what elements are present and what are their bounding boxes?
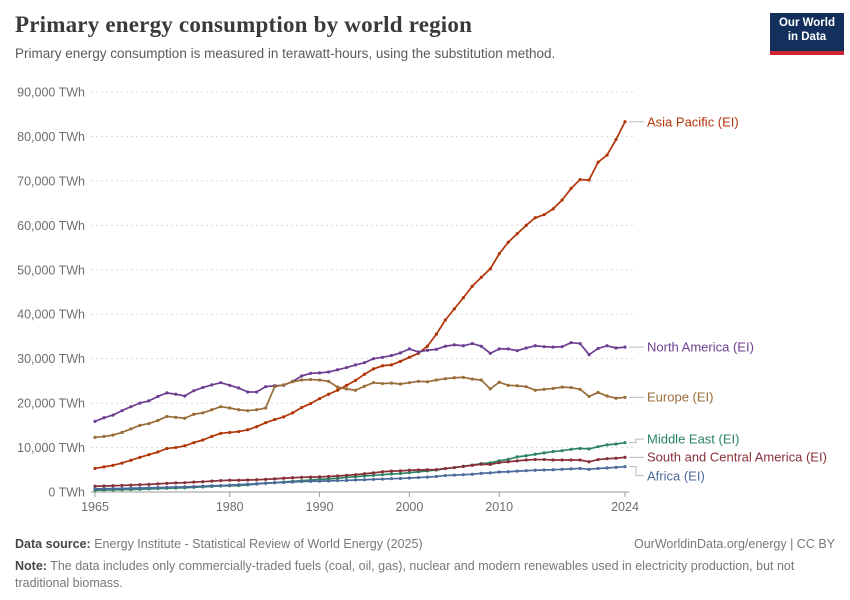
series-label-europe-ei[interactable]: Europe (EI) [647, 389, 714, 405]
chart-note: Note: The data includes only commerciall… [15, 558, 807, 593]
chart-header: Primary energy consumption by world regi… [15, 12, 835, 61]
svg-text:2000: 2000 [396, 500, 424, 514]
svg-text:0 TWh: 0 TWh [48, 486, 85, 500]
note-value: The data includes only commercially-trad… [15, 558, 795, 591]
owid-logo-line1: Our World [778, 17, 835, 29]
data-source-label: Data source: [15, 537, 91, 551]
series-label-middle-east-ei[interactable]: Middle East (EI) [647, 431, 740, 447]
data-source: Data source: Energy Institute - Statisti… [15, 536, 423, 554]
owid-link[interactable]: OurWorldinData.org/energy | CC BY [633, 537, 835, 551]
svg-text:2024: 2024 [611, 500, 639, 514]
series-label-north-america-ei[interactable]: North America (EI) [647, 339, 754, 355]
svg-text:10,000 TWh: 10,000 TWh [17, 441, 85, 455]
owid-logo-line2: in Data [787, 30, 827, 43]
note-label: Note: [15, 558, 47, 573]
chart-subtitle: Primary energy consumption is measured i… [15, 46, 556, 61]
svg-text:2010: 2010 [485, 500, 513, 514]
svg-text:90,000 TWh: 90,000 TWh [17, 86, 85, 100]
svg-text:70,000 TWh: 70,000 TWh [17, 174, 85, 188]
svg-text:1965: 1965 [81, 500, 109, 514]
chart-footer: Data source: Energy Institute - Statisti… [15, 536, 835, 593]
series-label-africa-ei[interactable]: Africa (EI) [647, 468, 705, 484]
svg-text:1980: 1980 [216, 500, 244, 514]
svg-text:50,000 TWh: 50,000 TWh [17, 263, 85, 277]
svg-text:1990: 1990 [306, 500, 334, 514]
svg-text:60,000 TWh: 60,000 TWh [17, 219, 85, 233]
line-chart: 0 TWh 10,000 TWh 20,000 TWh 30,000 TWh 40,00… [0, 0, 850, 530]
chart-canvas[interactable]: 0 TWh 10,000 TWh 20,000 TWh 30,000 TWh 40,00… [0, 0, 850, 530]
page-title: Primary energy consumption by world regi… [15, 12, 473, 37]
series-label-asia-pacific-ei[interactable]: Asia Pacific (EI) [647, 114, 739, 130]
data-source-value: Energy Institute - Statistical Review of… [94, 537, 423, 551]
svg-text:30,000 TWh: 30,000 TWh [17, 352, 85, 366]
svg-text:20,000 TWh: 20,000 TWh [17, 397, 85, 411]
svg-text:40,000 TWh: 40,000 TWh [17, 308, 85, 322]
owid-logo[interactable]: Our World in Data [770, 13, 844, 55]
series-label-south-and-central-america-ei[interactable]: South and Central America (EI) [647, 449, 827, 465]
svg-text:80,000 TWh: 80,000 TWh [17, 130, 85, 144]
